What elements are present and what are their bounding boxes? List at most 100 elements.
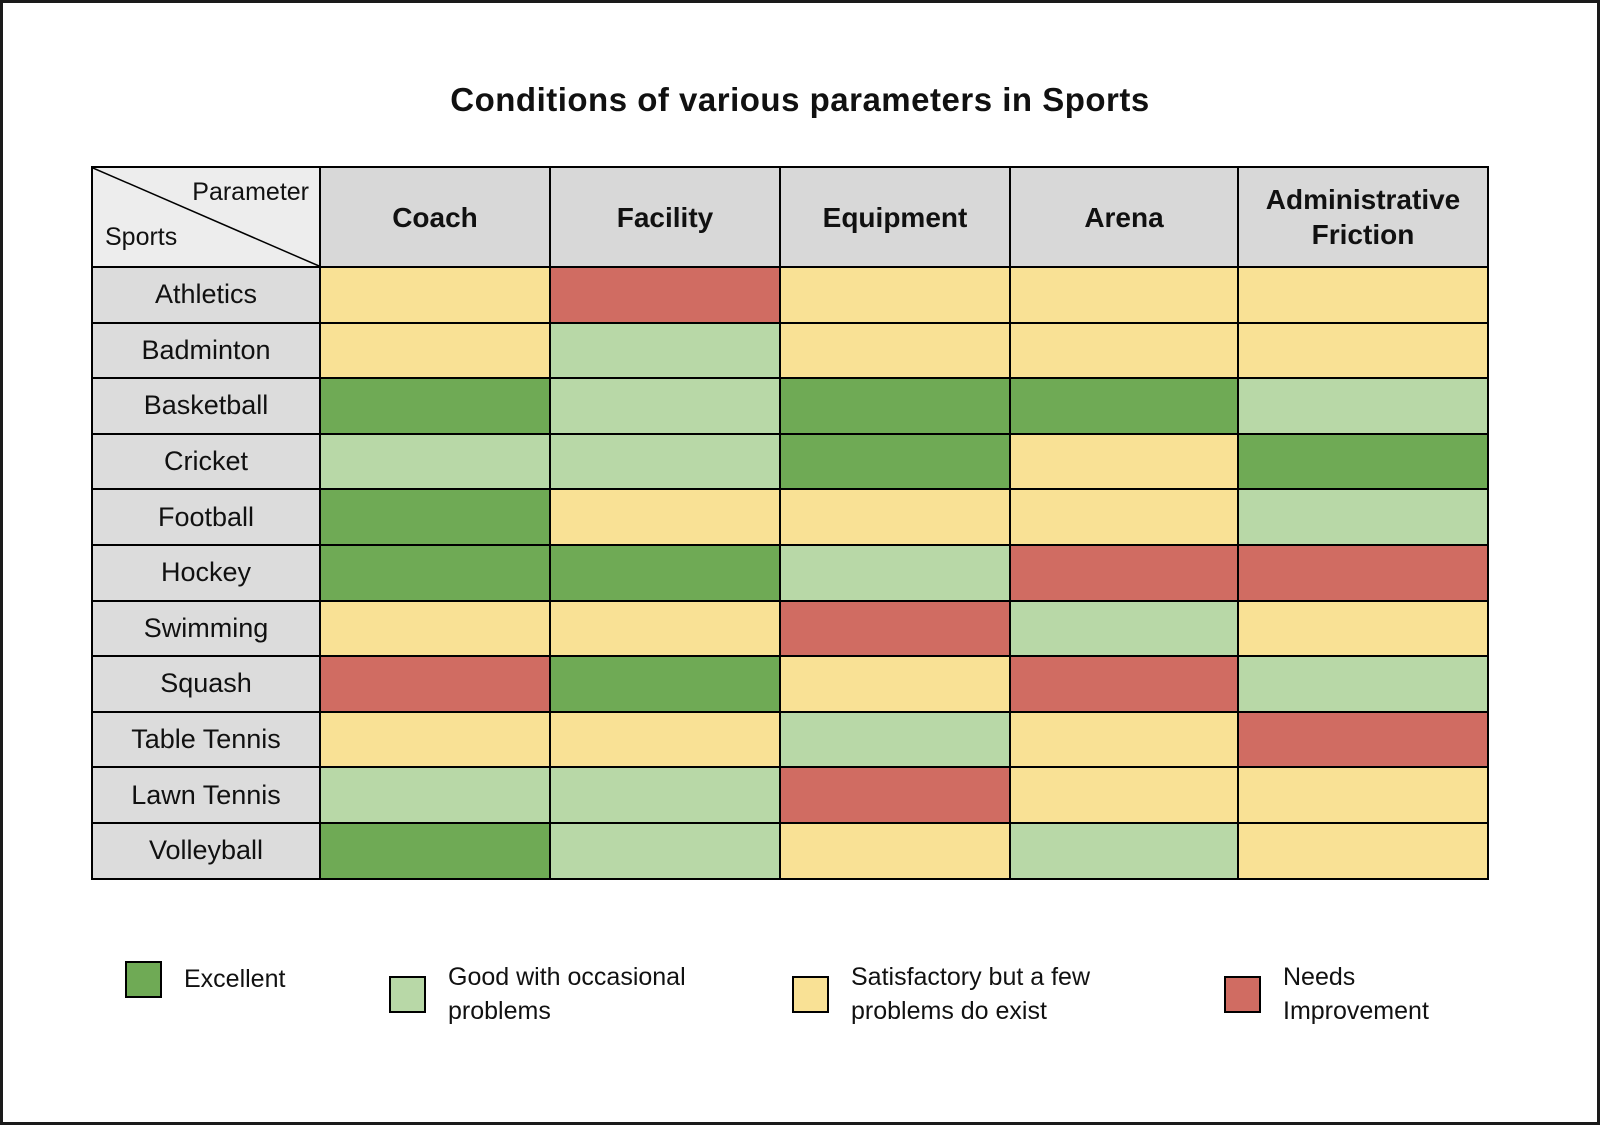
heatmap-cell <box>1237 710 1489 769</box>
heatmap-cell <box>549 821 781 880</box>
heatmap-cell <box>779 321 1011 380</box>
table-row: Cricket <box>91 432 1489 491</box>
heatmap-cell <box>779 821 1011 880</box>
legend-item-excellent: Excellent <box>125 961 389 998</box>
heatmap-cell <box>549 266 781 324</box>
row-label-football: Football <box>91 488 321 546</box>
row-label-cricket: Cricket <box>91 432 321 491</box>
table-row: Basketball <box>91 377 1489 435</box>
column-header-facility: Facility <box>549 166 781 268</box>
legend-label: Satisfactory but a few problems do exist <box>851 963 1091 1025</box>
heatmap-cell <box>779 710 1011 769</box>
heatmap-cell <box>1009 432 1239 491</box>
row-label-hockey: Hockey <box>91 543 321 602</box>
legend-swatch-excellent <box>125 961 162 998</box>
table-row: Badminton <box>91 321 1489 380</box>
legend-item-good: Good with occasional problems <box>389 961 792 1029</box>
heatmap-cell <box>1237 599 1489 658</box>
heatmap-cell <box>1237 266 1489 324</box>
heatmap-cell <box>549 432 781 491</box>
legend-item-satisfactory: Satisfactory but a few problems do exist <box>792 961 1224 1029</box>
table-row: Squash <box>91 655 1489 713</box>
legend-swatch-satisfactory <box>792 976 829 1014</box>
row-label-swimming: Swimming <box>91 599 321 658</box>
heatmap-cell <box>549 655 781 713</box>
heatmap-cell <box>549 488 781 546</box>
heatmap-cell <box>319 821 551 880</box>
column-header-coach: Coach <box>319 166 551 268</box>
row-label-volleyball: Volleyball <box>91 821 321 880</box>
heatmap-cell <box>1009 543 1239 602</box>
heatmap-cell <box>1237 377 1489 435</box>
heatmap-cell <box>1009 599 1239 658</box>
header-row: Parameter Sports Coach Facility Equipment A… <box>91 166 1489 268</box>
heatmap-cell <box>319 266 551 324</box>
legend-item-needs_improvement: Needs Improvement <box>1224 961 1458 1029</box>
heatmap-cell <box>319 599 551 658</box>
heatmap-cell <box>319 766 551 824</box>
heatmap-cell <box>549 599 781 658</box>
table-row: Lawn Tennis <box>91 766 1489 824</box>
heatmap-cell <box>319 377 551 435</box>
row-label-lawn-tennis: Lawn Tennis <box>91 766 321 824</box>
heatmap-cell <box>549 766 781 824</box>
heatmap-cell <box>1237 432 1489 491</box>
corner-label-parameter: Parameter <box>192 178 309 206</box>
heatmap-cell <box>1237 488 1489 546</box>
heatmap-cell <box>549 543 781 602</box>
sports-conditions-heatmap: Parameter Sports Coach Facility Equipment A… <box>91 166 1489 880</box>
heatmap-cell <box>1009 377 1239 435</box>
heatmap-cell <box>319 488 551 546</box>
table-row: Table Tennis <box>91 710 1489 769</box>
heatmap-cell <box>319 543 551 602</box>
row-label-athletics: Athletics <box>91 266 321 324</box>
diagonal-header-cell: Parameter Sports <box>91 166 321 268</box>
heatmap-cell <box>549 321 781 380</box>
row-label-squash: Squash <box>91 655 321 713</box>
heatmap-cell <box>779 599 1011 658</box>
row-label-badminton: Badminton <box>91 321 321 380</box>
corner-label-sports: Sports <box>105 223 178 251</box>
row-label-basketball: Basketball <box>91 377 321 435</box>
heatmap-cell <box>1237 655 1489 713</box>
heatmap-cell <box>779 766 1011 824</box>
table-row: Football <box>91 488 1489 546</box>
heatmap-cell <box>1237 766 1489 824</box>
diagonal-line <box>93 168 319 266</box>
column-header-administrative-friction: Administrative Friction <box>1237 166 1489 268</box>
heatmap-cell <box>1237 543 1489 602</box>
chart-title: Conditions of various parameters in Spor… <box>450 81 1150 118</box>
heatmap-cell <box>1009 821 1239 880</box>
heatmap-cell <box>1237 821 1489 880</box>
legend-label: Needs Improvement <box>1283 963 1429 1025</box>
heatmap-cell <box>1009 321 1239 380</box>
table-row: Volleyball <box>91 821 1489 880</box>
heatmap-cell <box>1009 266 1239 324</box>
heatmap-cell <box>319 710 551 769</box>
row-label-table-tennis: Table Tennis <box>91 710 321 769</box>
heatmap-cell <box>1237 321 1489 380</box>
table-row: Athletics <box>91 266 1489 324</box>
legend-label: Excellent <box>184 964 286 993</box>
table-row: Hockey <box>91 543 1489 602</box>
heatmap-cell <box>779 432 1011 491</box>
table-row: Swimming <box>91 599 1489 658</box>
heatmap-cell <box>779 543 1011 602</box>
heatmap-cell <box>319 655 551 713</box>
heatmap-cell <box>319 432 551 491</box>
heatmap-cell <box>549 710 781 769</box>
legend-swatch-good <box>389 976 426 1014</box>
heatmap-cell <box>779 488 1011 546</box>
legend: Excellent Good with occasional problems Sa… <box>125 961 1458 1029</box>
heatmap-cell <box>319 321 551 380</box>
heatmap-cell <box>779 655 1011 713</box>
heatmap-cell <box>1009 710 1239 769</box>
heatmap-cell <box>549 377 781 435</box>
heatmap-cell <box>1009 655 1239 713</box>
legend-label: Good with occasional problems <box>448 963 686 1025</box>
heatmap-cell <box>1009 488 1239 546</box>
heatmap-cell <box>1009 766 1239 824</box>
column-header-arena: Arena <box>1009 166 1239 268</box>
column-header-equipment: Equipment <box>779 166 1011 268</box>
